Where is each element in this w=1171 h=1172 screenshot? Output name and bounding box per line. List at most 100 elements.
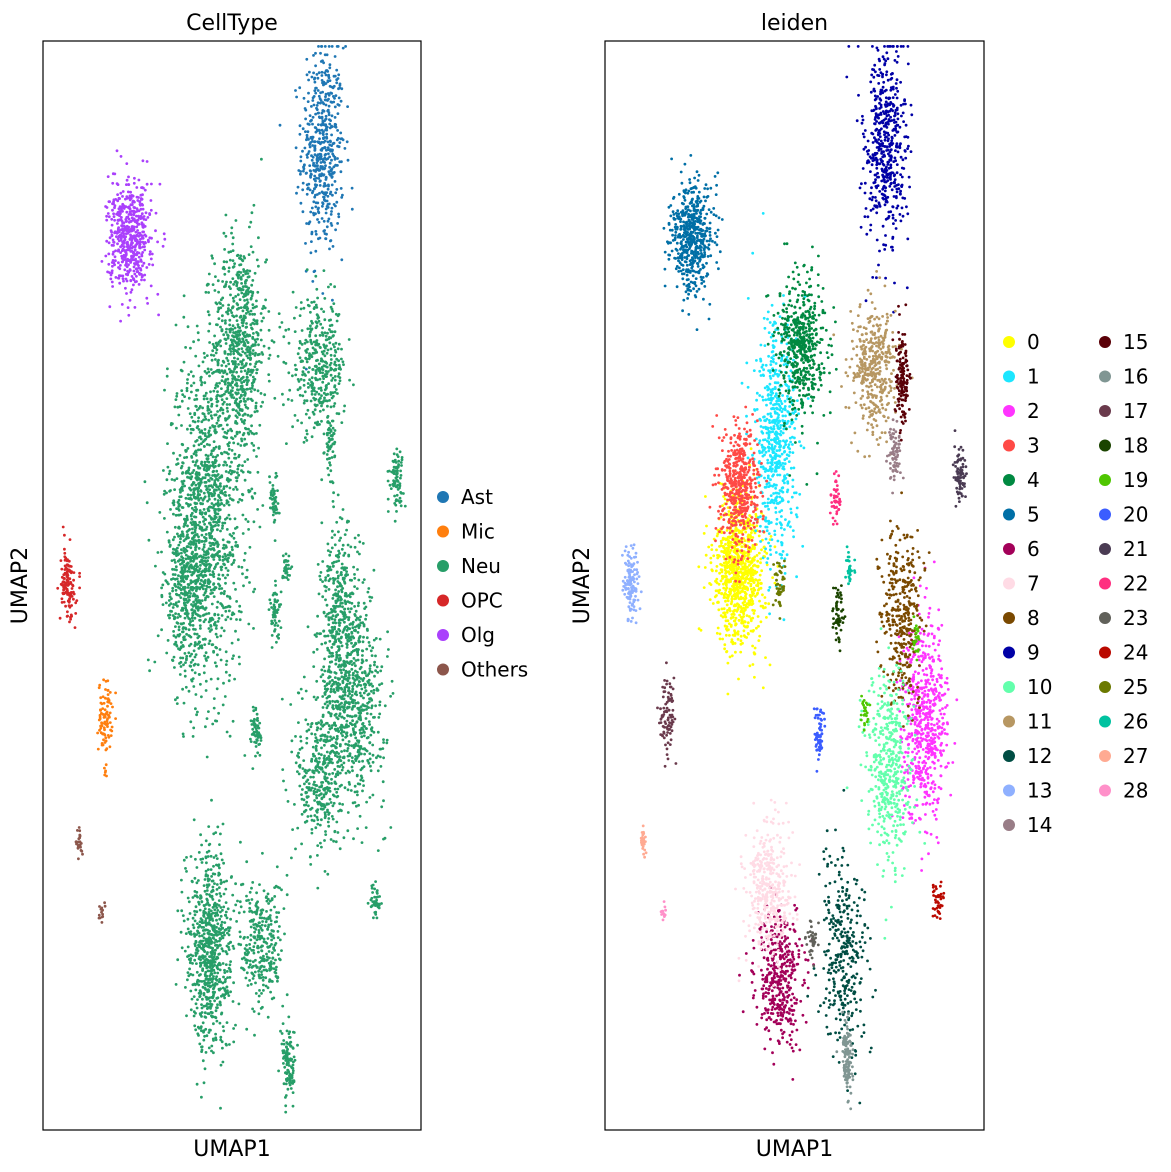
data-point: [322, 219, 326, 223]
data-point: [226, 615, 230, 619]
data-point: [172, 499, 176, 503]
data-point: [184, 557, 188, 561]
data-point: [241, 572, 244, 576]
data-point: [371, 743, 375, 747]
data-point: [228, 403, 232, 406]
data-point: [183, 674, 187, 678]
data-point: [322, 123, 326, 126]
data-point: [313, 126, 317, 129]
data-point: [305, 183, 309, 187]
data-point: [390, 679, 394, 683]
data-point: [330, 631, 334, 634]
data-point: [216, 410, 220, 413]
data-point: [232, 441, 236, 445]
data-point: [351, 719, 354, 723]
data-point: [301, 181, 305, 185]
data-point: [202, 351, 206, 355]
data-point: [330, 148, 334, 152]
data-point: [228, 517, 232, 521]
data-point: [240, 408, 244, 412]
data-point: [234, 414, 238, 418]
data-point: [329, 213, 333, 216]
data-point: [188, 472, 192, 476]
data-point: [318, 131, 322, 135]
data-point: [200, 695, 203, 699]
data-point: [237, 463, 241, 467]
data-point: [222, 629, 226, 633]
data-point: [268, 496, 272, 500]
data-point: [225, 356, 229, 360]
data-point: [218, 496, 222, 499]
data-point: [227, 447, 231, 451]
data-point: [175, 477, 179, 480]
data-point: [358, 540, 362, 544]
data-point: [216, 613, 220, 617]
data-point: [186, 381, 189, 385]
data-point: [320, 781, 323, 784]
data-point: [191, 460, 195, 463]
data-point: [336, 112, 340, 115]
data-point: [213, 622, 216, 626]
data-point: [194, 707, 197, 711]
data-point: [245, 568, 249, 572]
data-point: [222, 260, 226, 264]
data-point: [224, 330, 228, 334]
data-point: [221, 408, 225, 412]
data-point: [188, 412, 192, 415]
data-point: [252, 203, 256, 207]
data-point: [192, 381, 196, 385]
data-point: [317, 115, 321, 119]
data-point: [334, 341, 338, 345]
data-point: [326, 574, 330, 577]
data-point: [350, 641, 353, 645]
data-point: [213, 514, 217, 518]
data-point: [311, 346, 315, 350]
data-point: [299, 155, 303, 159]
data-point: [321, 713, 325, 717]
data-point: [323, 669, 327, 673]
data-point: [307, 78, 310, 82]
data-point: [352, 657, 356, 660]
data-point: [298, 393, 302, 397]
data-point: [182, 597, 186, 601]
data-point: [233, 677, 237, 681]
data-point: [347, 701, 351, 704]
data-point: [306, 795, 310, 798]
data-point: [240, 469, 243, 473]
data-point: [253, 410, 257, 414]
data-point: [217, 290, 221, 294]
data-point: [245, 387, 249, 391]
data-point: [324, 589, 328, 593]
data-point: [342, 661, 346, 664]
data-point: [170, 559, 174, 562]
data-point: [359, 778, 363, 782]
data-point: [345, 643, 349, 647]
data-point: [218, 577, 222, 581]
data-point: [328, 431, 331, 435]
data-point: [181, 687, 185, 691]
data-point: [326, 764, 329, 767]
data-point: [199, 573, 203, 577]
data-point: [166, 639, 170, 642]
data-point: [364, 613, 368, 617]
data-point: [194, 515, 198, 519]
data-point: [174, 698, 177, 702]
data-point: [229, 280, 233, 284]
data-point: [337, 637, 340, 641]
data-point: [210, 536, 214, 540]
data-point: [324, 211, 328, 215]
data-point: [348, 682, 352, 685]
data-point: [324, 128, 327, 132]
data-point: [208, 618, 212, 622]
data-point: [402, 492, 405, 495]
data-point: [337, 752, 340, 755]
data-point: [213, 262, 217, 266]
data-point: [318, 574, 322, 578]
data-point: [213, 459, 217, 463]
data-point: [253, 587, 257, 591]
data-point: [243, 551, 247, 555]
data-point: [294, 373, 298, 377]
data-point: [188, 424, 192, 427]
data-point: [327, 802, 330, 806]
data-point: [200, 381, 204, 384]
